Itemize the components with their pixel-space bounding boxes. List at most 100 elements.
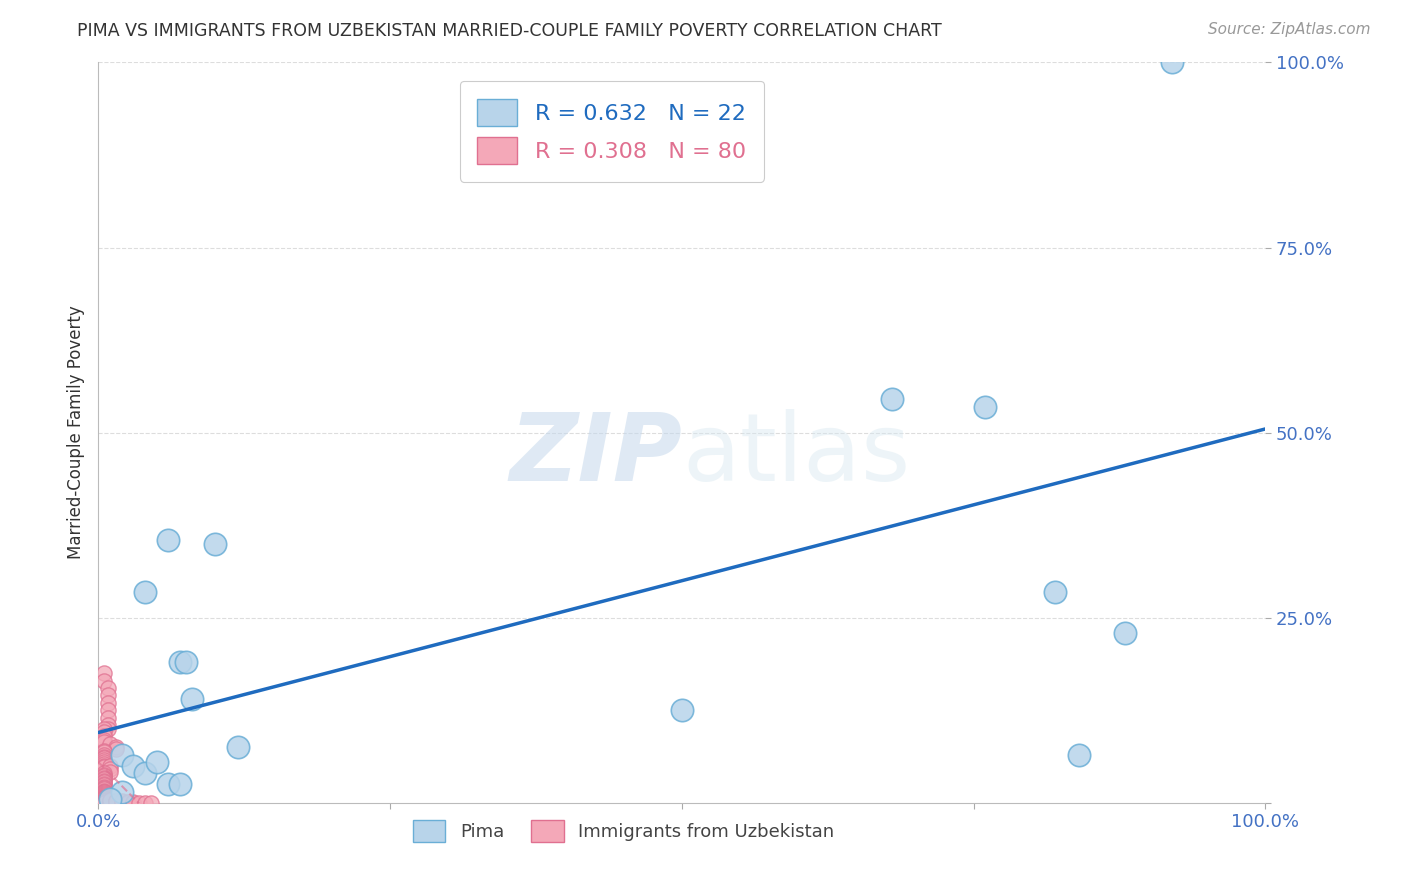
Point	[93, 744, 115, 758]
Point	[1045, 584, 1067, 599]
Point	[93, 789, 115, 804]
Point	[97, 689, 120, 703]
Point	[93, 793, 115, 807]
Point	[93, 755, 115, 769]
Point	[93, 769, 115, 783]
Legend: Pima, Immigrants from Uzbekistan: Pima, Immigrants from Uzbekistan	[406, 813, 841, 849]
Point	[93, 760, 115, 774]
Point	[111, 794, 134, 808]
Point	[93, 787, 115, 801]
Point	[111, 785, 134, 799]
Point	[97, 681, 120, 695]
Point	[180, 692, 202, 706]
Point	[97, 722, 120, 736]
Point	[93, 735, 115, 749]
Point	[93, 796, 115, 810]
Point	[98, 737, 121, 751]
Point	[98, 758, 121, 772]
Text: ZIP: ZIP	[509, 409, 682, 500]
Point	[93, 732, 115, 747]
Point	[1067, 747, 1090, 762]
Point	[93, 747, 115, 762]
Point	[93, 673, 115, 688]
Point	[93, 766, 115, 780]
Point	[93, 666, 115, 681]
Point	[93, 795, 115, 809]
Point	[93, 786, 115, 800]
Y-axis label: Married-Couple Family Poverty: Married-Couple Family Poverty	[66, 306, 84, 559]
Point	[104, 796, 127, 810]
Point	[97, 703, 120, 717]
Point	[93, 780, 115, 795]
Point	[104, 742, 127, 756]
Point	[117, 795, 139, 809]
Point	[128, 796, 150, 810]
Point	[93, 725, 115, 739]
Point	[93, 772, 115, 786]
Point	[204, 536, 226, 550]
Point	[974, 400, 997, 414]
Point	[98, 792, 121, 806]
Point	[122, 795, 145, 809]
Point	[93, 778, 115, 792]
Point	[104, 795, 127, 809]
Point	[93, 784, 115, 798]
Text: Source: ZipAtlas.com: Source: ZipAtlas.com	[1208, 22, 1371, 37]
Point	[93, 780, 115, 794]
Point	[98, 764, 121, 779]
Point	[93, 796, 115, 810]
Point	[169, 655, 191, 669]
Point	[93, 791, 115, 805]
Point	[93, 796, 115, 810]
Point	[98, 794, 121, 808]
Point	[98, 763, 121, 777]
Point	[93, 785, 115, 799]
Point	[104, 794, 127, 808]
Point	[98, 793, 121, 807]
Point	[169, 777, 191, 791]
Point	[93, 773, 115, 788]
Point	[117, 796, 139, 810]
Point	[93, 750, 115, 764]
Point	[157, 777, 180, 791]
Point	[134, 796, 156, 810]
Point	[93, 753, 115, 767]
Point	[93, 722, 115, 736]
Point	[93, 775, 115, 789]
Point	[93, 794, 115, 808]
Point	[93, 758, 115, 772]
Point	[98, 794, 121, 808]
Point	[104, 794, 127, 808]
Point	[111, 796, 134, 810]
Point	[139, 796, 162, 810]
Point	[93, 771, 115, 785]
Point	[93, 790, 115, 805]
Point	[228, 740, 250, 755]
Point	[93, 794, 115, 808]
Point	[671, 703, 693, 717]
Point	[122, 796, 145, 810]
Point	[134, 584, 156, 599]
Point	[93, 757, 115, 772]
Point	[134, 766, 156, 780]
Point	[93, 789, 115, 803]
Point	[146, 755, 169, 769]
Point	[93, 782, 115, 797]
Point	[880, 392, 903, 407]
Point	[93, 789, 115, 804]
Point	[1161, 55, 1184, 70]
Point	[111, 747, 134, 762]
Point	[174, 655, 197, 669]
Point	[157, 533, 180, 547]
Text: atlas: atlas	[682, 409, 910, 500]
Point	[104, 740, 127, 755]
Point	[111, 795, 134, 809]
Point	[1114, 625, 1136, 640]
Point	[93, 767, 115, 781]
Point	[98, 795, 121, 809]
Point	[97, 696, 120, 710]
Point	[93, 776, 115, 790]
Text: PIMA VS IMMIGRANTS FROM UZBEKISTAN MARRIED-COUPLE FAMILY POVERTY CORRELATION CHA: PIMA VS IMMIGRANTS FROM UZBEKISTAN MARRI…	[77, 22, 942, 40]
Point	[122, 758, 145, 772]
Point	[98, 796, 121, 810]
